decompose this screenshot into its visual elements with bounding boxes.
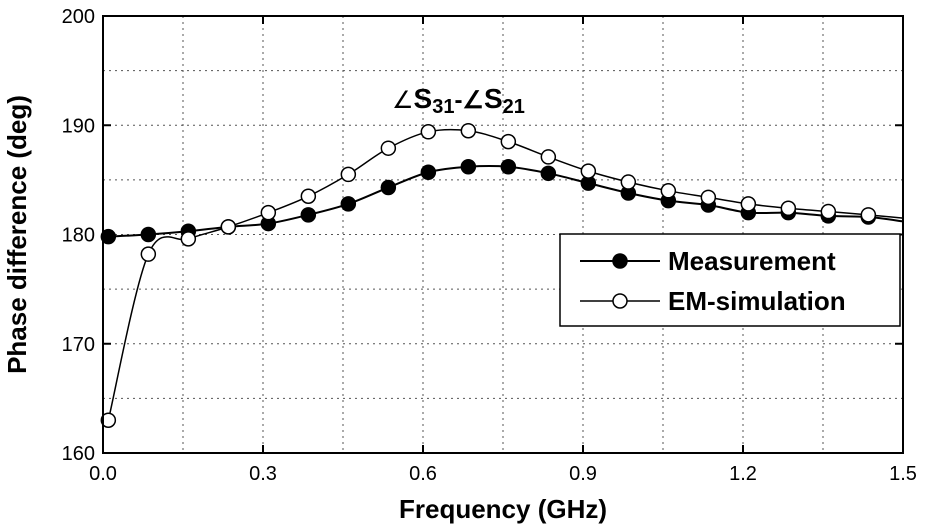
data-point-measurement — [420, 164, 437, 180]
annotation-s31-subscript: 31 — [432, 96, 454, 118]
annotation-separator: -∠ — [454, 87, 484, 114]
data-point-measurement — [500, 159, 517, 175]
data-point-measurement — [100, 228, 117, 245]
x-tick-label: 1.2 — [729, 463, 757, 485]
x-tick-label: 1.5 — [889, 463, 917, 485]
data-point-em-simulation — [780, 200, 797, 217]
data-point-em-simulation — [420, 124, 437, 140]
legend-marker-measurement — [612, 253, 628, 269]
data-point-em-simulation — [100, 412, 117, 428]
data-point-em-simulation — [580, 163, 597, 179]
legend-box — [559, 233, 901, 327]
annotation-s21: S — [484, 83, 503, 114]
x-tick-label: 0.0 — [89, 463, 117, 485]
data-point-em-simulation — [220, 219, 237, 235]
data-point-em-simulation — [340, 166, 357, 183]
data-point-measurement — [340, 196, 357, 212]
angle-symbol-1: ∠ — [392, 87, 414, 114]
data-point-measurement — [300, 207, 317, 223]
legend-label-measurement: Measurement — [668, 246, 836, 276]
annotation-s31: S — [414, 83, 433, 114]
phase-annotation: ∠S31-∠S21 — [392, 83, 525, 118]
data-point-em-simulation — [380, 140, 397, 156]
annotation-s21-subscript: 21 — [503, 96, 525, 118]
data-point-measurement — [460, 159, 477, 175]
y-axis-label: Phase difference (deg) — [2, 95, 32, 374]
data-point-em-simulation — [260, 204, 277, 221]
data-point-em-simulation — [180, 231, 197, 247]
data-point-em-simulation — [820, 203, 837, 220]
data-point-em-simulation — [300, 188, 317, 205]
y-tick-label: 180 — [62, 225, 95, 247]
y-tick-label: 160 — [62, 443, 95, 465]
data-point-em-simulation — [700, 189, 717, 206]
data-point-em-simulation — [660, 183, 677, 199]
legend-marker-em-simulation — [612, 293, 628, 309]
x-axis-label: Frequency (GHz) — [399, 494, 607, 524]
legend: Measurement EM-simulation — [559, 233, 901, 327]
x-tick-label: 0.6 — [409, 463, 437, 485]
data-point-em-simulation — [460, 122, 477, 139]
series-line-em-simulation — [107, 128, 904, 421]
data-point-em-simulation — [740, 196, 757, 212]
data-point-em-simulation — [860, 207, 877, 223]
data-point-measurement — [140, 226, 157, 243]
x-tick-label: 0.9 — [569, 463, 597, 485]
data-point-measurement — [540, 165, 557, 182]
y-tick-label: 190 — [62, 115, 95, 137]
axis-ticks: 0.0 0.3 0.6 0.9 1.2 1.5 160 170 180 190 200 — [62, 6, 917, 485]
series-markers — [100, 122, 877, 428]
data-point-em-simulation — [620, 174, 637, 190]
x-tick-label: 0.3 — [249, 463, 277, 485]
legend-label-em-simulation: EM-simulation — [668, 286, 846, 316]
y-tick-label: 200 — [62, 6, 95, 28]
data-point-em-simulation — [540, 149, 557, 165]
data-point-em-simulation — [500, 133, 517, 150]
data-point-measurement — [380, 179, 397, 196]
y-tick-label: 170 — [62, 334, 95, 356]
data-point-em-simulation — [140, 246, 157, 262]
